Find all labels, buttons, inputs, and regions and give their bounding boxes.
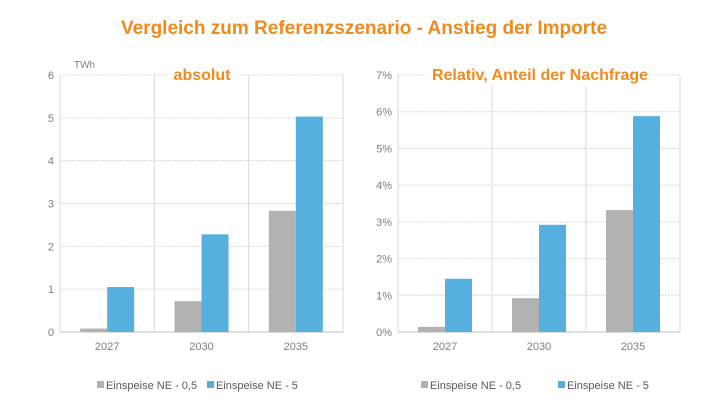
y-tick-label: 5%: [376, 143, 392, 155]
bar-blue-2027: [107, 287, 135, 332]
bar-gray-2035: [268, 210, 296, 332]
legend-label: Einspeise NE - 0,5: [430, 380, 521, 392]
y-tick-label: 0: [48, 327, 54, 339]
y-tick-label: 2: [48, 241, 54, 253]
legend-swatch: [558, 381, 565, 388]
y-tick-label: 5: [48, 113, 54, 125]
legend-label: Einspeise NE - 0,5: [106, 380, 197, 392]
x-tick-label: 2035: [284, 341, 308, 353]
x-tick-label: 2027: [433, 341, 457, 353]
y-tick-label: 6%: [376, 107, 392, 119]
y-tick-label: 0%: [376, 327, 392, 339]
bar-gray-2030: [174, 301, 202, 332]
slide-title: Vergleich zum Referenzszenario - Anstieg…: [120, 18, 608, 39]
bar-blue-2030: [201, 234, 229, 332]
y-tick-label: 4%: [376, 180, 392, 192]
bar-gray-2030: [512, 298, 539, 332]
y-tick-label: 1%: [376, 290, 392, 302]
y-tick-label: 7%: [376, 70, 392, 82]
y-tick-label: 6: [48, 70, 54, 82]
legend-swatch: [97, 381, 104, 388]
bar-gray-2027: [80, 328, 108, 332]
legend-swatch: [207, 381, 214, 388]
y-tick-label: 2%: [376, 254, 392, 266]
y-tick-label: 3%: [376, 217, 392, 229]
bar-blue-2030: [539, 224, 566, 332]
x-tick-label: 2027: [95, 341, 119, 353]
x-tick-label: 2030: [189, 341, 213, 353]
y-axis-unit-label: TWh: [74, 60, 95, 71]
bar-gray-2035: [606, 210, 633, 332]
chart-title-background: [167, 65, 238, 86]
bar-blue-2035: [295, 116, 323, 332]
chart-title: absolut: [174, 67, 232, 84]
chart-title: Relativ, Anteil der Nachfrage: [432, 67, 648, 84]
y-tick-label: 1: [48, 284, 54, 296]
y-tick-label: 4: [48, 156, 54, 168]
bar-gray-2027: [418, 326, 445, 332]
legend-label: Einspeise NE - 5: [216, 380, 298, 392]
x-tick-label: 2030: [527, 341, 551, 353]
bar-blue-2027: [445, 278, 472, 332]
bar-blue-2035: [633, 116, 660, 333]
chart-title-background: [425, 65, 655, 86]
legend-label: Einspeise NE - 5: [567, 380, 649, 392]
y-tick-label: 3: [48, 199, 54, 211]
x-tick-label: 2035: [621, 341, 645, 353]
legend-swatch: [421, 381, 428, 388]
